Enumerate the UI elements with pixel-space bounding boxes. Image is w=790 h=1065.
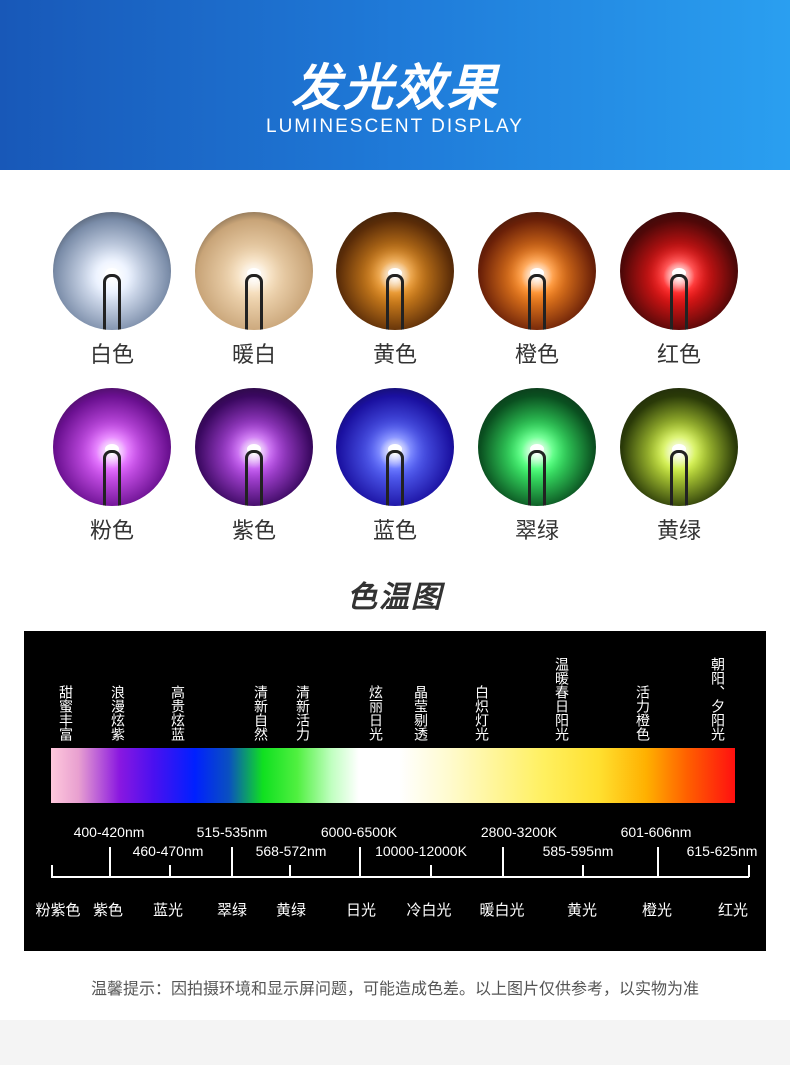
led-label: 紫色 xyxy=(231,519,276,544)
led-leads xyxy=(245,450,263,506)
led-chip xyxy=(247,268,261,278)
led-chip xyxy=(247,444,261,454)
led-chip xyxy=(105,268,119,278)
color-name-label: 日光 xyxy=(345,901,377,919)
color-name-label: 橙光 xyxy=(641,901,673,919)
led-label: 翠绿 xyxy=(514,519,559,544)
spectrum-description: 清新自然 xyxy=(252,685,268,741)
mid-wavelength-label: 10000-12000K xyxy=(375,843,467,859)
mid-wavelength-label: 460-470nm xyxy=(132,843,204,859)
minor-tick xyxy=(748,865,750,877)
spectrum-bar xyxy=(51,748,735,803)
led-leads xyxy=(386,274,404,330)
led-sample-3 xyxy=(336,212,454,330)
led-leads xyxy=(103,450,121,506)
led-leads xyxy=(386,450,404,506)
led-chip xyxy=(105,444,119,454)
color-name-label: 紫色 xyxy=(92,901,124,919)
led-label: 红色 xyxy=(656,343,701,368)
mid-wavelength-label: 615-625nm xyxy=(686,843,758,859)
spectrum-description: 清新活力 xyxy=(294,685,310,741)
led-label: 橙色 xyxy=(514,343,559,368)
led-label: 暖白 xyxy=(231,343,276,368)
major-tick xyxy=(109,847,111,877)
color-name-label: 粉紫色 xyxy=(35,901,81,919)
led-sample-9 xyxy=(478,388,596,506)
led-leads xyxy=(670,274,688,330)
spectrum-description: 活力橙色 xyxy=(634,685,650,741)
led-sample-2 xyxy=(195,212,313,330)
led-sample-4 xyxy=(478,212,596,330)
led-leads xyxy=(245,274,263,330)
spectrum-description: 炫丽日光 xyxy=(367,685,383,741)
top-wavelength-label: 515-535nm xyxy=(196,824,268,840)
minor-tick xyxy=(51,865,53,877)
led-sample-10 xyxy=(620,388,738,506)
mid-wavelength-label: 585-595nm xyxy=(542,843,614,859)
page-subtitle: LUMINESCENT DISPLAY xyxy=(266,116,524,137)
major-tick xyxy=(359,847,361,877)
major-tick xyxy=(657,847,659,877)
top-wavelength-label: 601-606nm xyxy=(620,824,692,840)
led-sample-6 xyxy=(53,388,171,506)
led-label: 粉色 xyxy=(89,519,134,544)
color-name-label: 黄光 xyxy=(566,901,598,919)
minor-tick xyxy=(582,865,584,877)
minor-tick xyxy=(169,865,171,877)
minor-tick xyxy=(430,865,432,877)
led-label: 白色 xyxy=(89,343,134,368)
led-leads xyxy=(103,274,121,330)
top-wavelength-label: 400-420nm xyxy=(73,824,145,840)
led-sample-1 xyxy=(53,212,171,330)
led-leads xyxy=(528,274,546,330)
spectrum-description: 温暖春日阳光 xyxy=(553,657,569,741)
led-sample-7 xyxy=(195,388,313,506)
spectrum-description: 高贵炫蓝 xyxy=(169,685,185,741)
mid-wavelength-label: 568-572nm xyxy=(255,843,327,859)
color-temperature-chart: 甜蜜丰富 浪漫炫紫 高贵炫蓝 清新自然 清新活力 炫丽日光 晶莹剔透 白炽灯光 温暖春日阳光 活力… xyxy=(24,631,766,951)
header-banner: 发光效果 LUMINESCENT DISPLAY xyxy=(0,0,790,170)
top-wavelength-label: 2800-3200K xyxy=(480,824,558,840)
led-chip xyxy=(530,444,544,454)
color-name-label: 蓝光 xyxy=(152,901,184,919)
color-name-label: 暖白光 xyxy=(479,901,525,919)
led-label: 黄色 xyxy=(372,343,417,368)
color-name-label: 红光 xyxy=(717,901,749,919)
page-title: 发光效果 xyxy=(291,59,499,117)
section-title: 色温图 xyxy=(347,580,443,615)
spectrum-description: 浪漫炫紫 xyxy=(109,685,125,741)
led-chip xyxy=(388,268,402,278)
spectrum-description: 晶莹剔透 xyxy=(412,685,428,741)
led-sample-5 xyxy=(620,212,738,330)
color-name-label: 黄绿 xyxy=(275,901,307,919)
major-tick xyxy=(231,847,233,877)
disclaimer-note: 温馨提示：因拍摄环境和显示屏问题，可能造成色差。以上图片仅供参考，以实物为准 xyxy=(90,979,699,998)
color-name-label: 冷白光 xyxy=(406,901,452,919)
led-chip xyxy=(672,268,686,278)
top-wavelength-label: 6000-6500K xyxy=(320,824,398,840)
led-chip xyxy=(388,444,402,454)
led-chip xyxy=(672,444,686,454)
spectrum-description: 白炽灯光 xyxy=(473,685,489,741)
spectrum-description: 朝阳、夕阳光 xyxy=(709,657,725,741)
led-chip xyxy=(530,268,544,278)
spectrum-description: 甜蜜丰富 xyxy=(57,685,73,741)
led-label: 黄绿 xyxy=(656,519,701,544)
color-name-label: 翠绿 xyxy=(216,901,248,919)
led-sample-8 xyxy=(336,388,454,506)
major-tick xyxy=(502,847,504,877)
axis-line xyxy=(51,876,749,878)
led-leads xyxy=(670,450,688,506)
led-leads xyxy=(528,450,546,506)
led-label: 蓝色 xyxy=(372,519,417,544)
minor-tick xyxy=(289,865,291,877)
